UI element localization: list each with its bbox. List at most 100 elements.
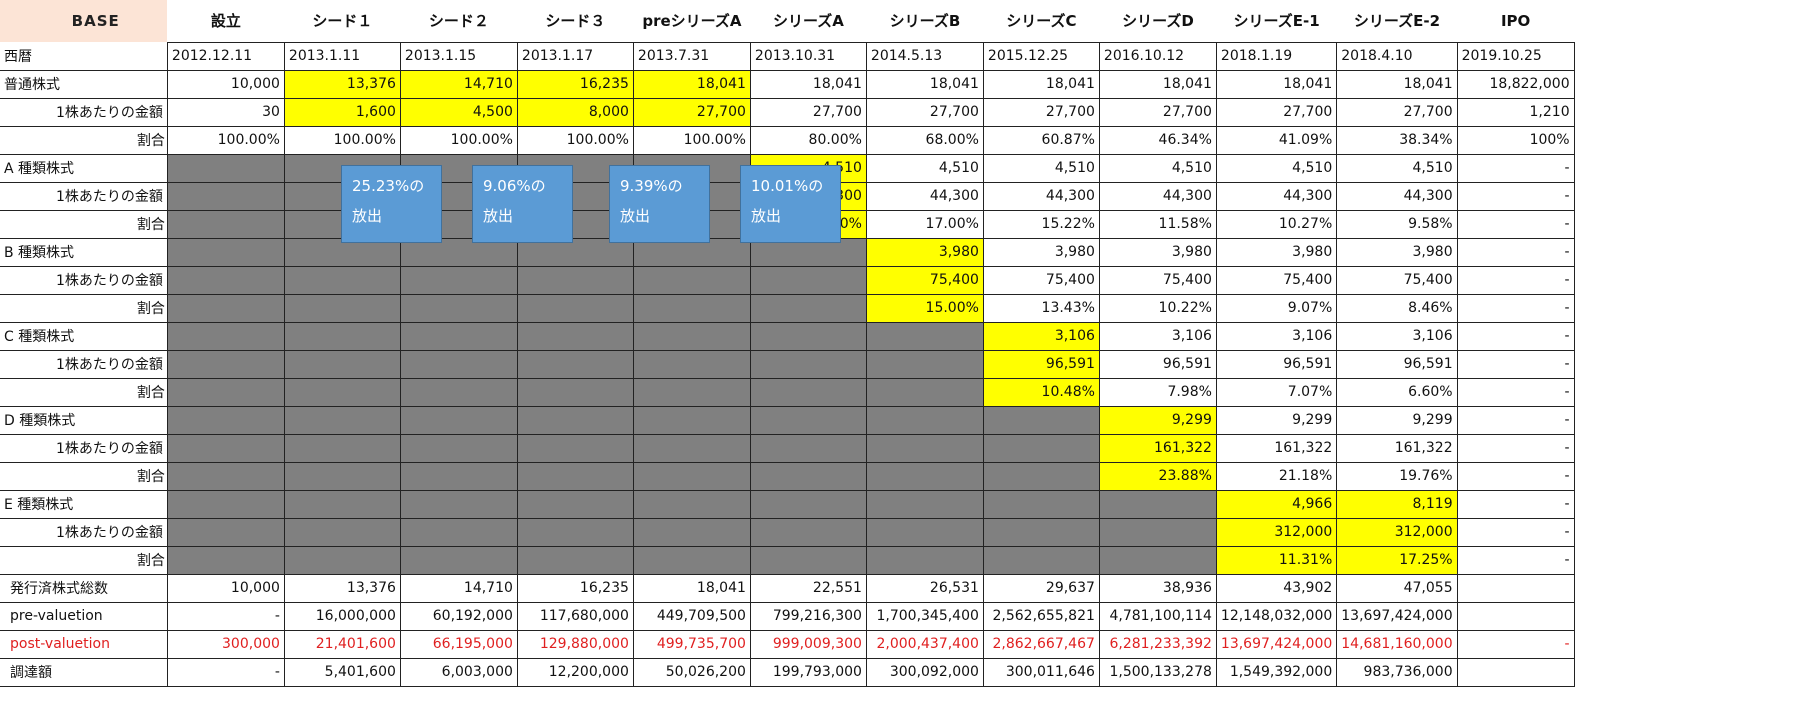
value-cell[interactable]: 27,700 xyxy=(1215,97,1338,127)
value-cell[interactable]: 13.43% xyxy=(982,293,1100,323)
value-cell[interactable] xyxy=(1456,601,1575,631)
value-cell[interactable]: 1,600 xyxy=(283,97,401,127)
value-cell[interactable]: 14,710 xyxy=(399,573,518,603)
value-cell[interactable]: 13,697,424,000 xyxy=(1336,601,1458,631)
value-cell[interactable]: - xyxy=(1456,405,1575,435)
value-cell[interactable]: 15.00% xyxy=(865,293,984,323)
value-cell[interactable]: 8.46% xyxy=(1336,293,1458,323)
value-cell[interactable]: 13,376 xyxy=(283,573,401,603)
value-cell[interactable] xyxy=(283,321,401,351)
value-cell[interactable] xyxy=(865,377,984,407)
value-cell[interactable] xyxy=(749,377,867,407)
value-cell[interactable]: 18,041 xyxy=(1215,69,1338,99)
value-cell[interactable] xyxy=(749,265,867,295)
value-cell[interactable] xyxy=(166,517,285,547)
value-cell[interactable]: 16,000,000 xyxy=(283,601,401,631)
value-cell[interactable] xyxy=(166,349,285,379)
date-cell[interactable]: 2013.1.15 xyxy=(399,41,518,71)
value-cell[interactable]: - xyxy=(1456,321,1575,351)
value-cell[interactable] xyxy=(516,517,634,547)
value-cell[interactable] xyxy=(166,545,285,575)
value-cell[interactable] xyxy=(632,489,751,519)
value-cell[interactable]: 6,281,233,392 xyxy=(1098,629,1217,659)
value-cell[interactable] xyxy=(1098,545,1217,575)
value-cell[interactable] xyxy=(166,293,285,323)
value-cell[interactable]: 4,510 xyxy=(1336,153,1458,183)
value-cell[interactable]: 18,041 xyxy=(632,69,751,99)
value-cell[interactable]: - xyxy=(1456,265,1575,295)
value-cell[interactable] xyxy=(516,349,634,379)
date-cell[interactable]: 2013.1.17 xyxy=(516,41,634,71)
value-cell[interactable]: 96,591 xyxy=(1098,349,1217,379)
value-cell[interactable] xyxy=(516,405,634,435)
value-cell[interactable]: 799,216,300 xyxy=(749,601,867,631)
value-cell[interactable]: 44,300 xyxy=(1215,181,1338,211)
value-cell[interactable]: 27,700 xyxy=(865,97,984,127)
value-cell[interactable] xyxy=(399,293,518,323)
value-cell[interactable]: 3,106 xyxy=(982,321,1100,351)
value-cell[interactable]: 30 xyxy=(166,97,285,127)
value-cell[interactable]: 41.09% xyxy=(1215,125,1338,155)
value-cell[interactable]: 1,210 xyxy=(1456,97,1575,127)
value-cell[interactable] xyxy=(166,153,285,183)
value-cell[interactable] xyxy=(982,461,1100,491)
value-cell[interactable]: 26,531 xyxy=(865,573,984,603)
value-cell[interactable]: 100% xyxy=(1456,125,1575,155)
value-cell[interactable]: - xyxy=(1456,629,1575,659)
value-cell[interactable]: 44,300 xyxy=(1098,181,1217,211)
value-cell[interactable]: 8,000 xyxy=(516,97,634,127)
value-cell[interactable] xyxy=(516,489,634,519)
value-cell[interactable]: - xyxy=(1456,545,1575,575)
date-cell[interactable]: 2014.5.13 xyxy=(865,41,984,71)
value-cell[interactable]: - xyxy=(1456,461,1575,491)
value-cell[interactable]: 300,011,646 xyxy=(982,657,1100,687)
value-cell[interactable] xyxy=(283,545,401,575)
value-cell[interactable]: 449,709,500 xyxy=(632,601,751,631)
value-cell[interactable] xyxy=(283,433,401,463)
value-cell[interactable]: 75,400 xyxy=(1336,265,1458,295)
value-cell[interactable]: 46.34% xyxy=(1098,125,1217,155)
value-cell[interactable] xyxy=(399,517,518,547)
value-cell[interactable]: - xyxy=(1456,349,1575,379)
value-cell[interactable] xyxy=(865,433,984,463)
date-cell[interactable]: 2018.4.10 xyxy=(1336,41,1458,71)
value-cell[interactable]: 100.00% xyxy=(166,125,285,155)
value-cell[interactable] xyxy=(865,321,984,351)
value-cell[interactable]: 18,041 xyxy=(632,573,751,603)
value-cell[interactable]: 23.88% xyxy=(1098,461,1217,491)
value-cell[interactable]: 4,510 xyxy=(1215,153,1338,183)
value-cell[interactable]: 7.98% xyxy=(1098,377,1217,407)
value-cell[interactable]: 100.00% xyxy=(399,125,518,155)
value-cell[interactable]: 17.00% xyxy=(865,209,984,239)
value-cell[interactable]: 75,400 xyxy=(1215,265,1338,295)
value-cell[interactable] xyxy=(166,209,285,239)
value-cell[interactable]: 27,700 xyxy=(982,97,1100,127)
value-cell[interactable] xyxy=(632,517,751,547)
value-cell[interactable] xyxy=(632,377,751,407)
value-cell[interactable]: 312,000 xyxy=(1215,517,1338,547)
value-cell[interactable] xyxy=(166,377,285,407)
value-cell[interactable]: 3,106 xyxy=(1215,321,1338,351)
value-cell[interactable]: 10.22% xyxy=(1098,293,1217,323)
value-cell[interactable]: 9,299 xyxy=(1215,405,1338,435)
value-cell[interactable] xyxy=(516,321,634,351)
value-cell[interactable] xyxy=(749,405,867,435)
value-cell[interactable] xyxy=(399,489,518,519)
value-cell[interactable]: 60,192,000 xyxy=(399,601,518,631)
value-cell[interactable]: 16,235 xyxy=(516,573,634,603)
value-cell[interactable]: 43,902 xyxy=(1215,573,1338,603)
value-cell[interactable] xyxy=(516,293,634,323)
value-cell[interactable]: 1,700,345,400 xyxy=(865,601,984,631)
value-cell[interactable] xyxy=(516,545,634,575)
date-cell[interactable]: 2016.10.12 xyxy=(1098,41,1217,71)
value-cell[interactable]: 13,697,424,000 xyxy=(1215,629,1338,659)
value-cell[interactable] xyxy=(632,349,751,379)
value-cell[interactable]: 3,980 xyxy=(1215,237,1338,267)
value-cell[interactable] xyxy=(865,461,984,491)
value-cell[interactable]: 3,980 xyxy=(982,237,1100,267)
value-cell[interactable]: 100.00% xyxy=(516,125,634,155)
value-cell[interactable] xyxy=(283,517,401,547)
value-cell[interactable] xyxy=(982,433,1100,463)
value-cell[interactable]: 27,700 xyxy=(632,97,751,127)
value-cell[interactable] xyxy=(283,461,401,491)
